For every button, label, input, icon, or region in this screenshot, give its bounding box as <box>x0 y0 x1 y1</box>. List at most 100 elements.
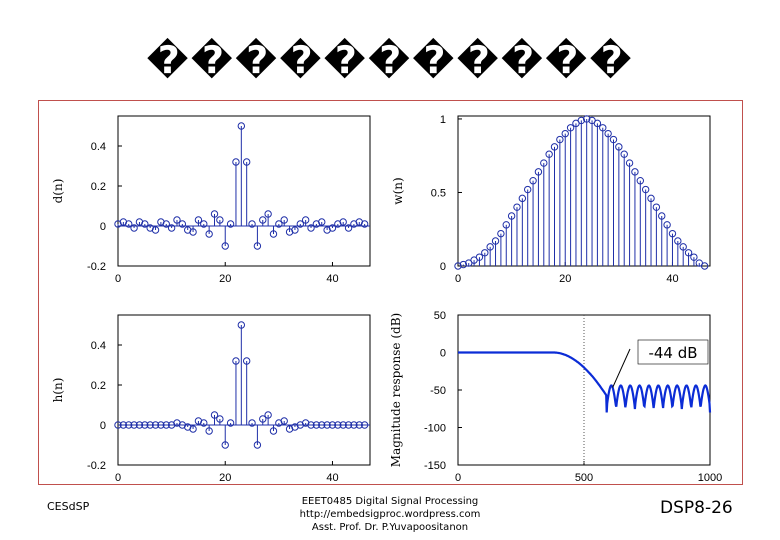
stem-marker <box>690 253 698 261</box>
stem-marker <box>269 427 278 435</box>
stem-marker <box>609 135 618 144</box>
stem-marker <box>119 421 128 429</box>
stem-marker <box>534 168 543 176</box>
axes-box <box>117 314 371 466</box>
stem-marker <box>545 150 553 158</box>
stem-marker <box>658 212 666 220</box>
axes-box <box>457 115 711 267</box>
x-tick-label: 20 <box>219 472 231 484</box>
stem-marker <box>550 143 559 151</box>
stem-marker <box>178 220 187 228</box>
x-tick-label: 500 <box>575 472 593 484</box>
stem-marker <box>615 143 623 151</box>
x-tick-label: 40 <box>326 273 338 285</box>
stem-marker <box>226 220 235 228</box>
stem-marker <box>216 216 224 224</box>
stem-marker <box>194 216 203 224</box>
stem-marker <box>114 421 122 429</box>
stem-marker <box>221 242 229 250</box>
footer-center: EEET0485 Digital Signal Processing http:… <box>250 495 530 534</box>
stem-marker <box>253 441 262 449</box>
stem-marker <box>242 158 251 166</box>
stem-marker <box>200 220 208 228</box>
stem-marker <box>264 210 272 218</box>
stem-marker <box>296 220 304 228</box>
y-tick-label: 0.4 <box>91 340 106 352</box>
footer-url: http://embedsigproc.wordpress.com <box>299 509 481 520</box>
stem-marker <box>566 124 575 132</box>
stem-marker <box>237 122 246 130</box>
y-tick-label: 0 <box>440 261 446 273</box>
stem-marker <box>674 237 682 245</box>
stem-marker <box>318 218 326 226</box>
stem-marker <box>232 158 240 166</box>
stem-marker <box>162 220 170 228</box>
stem-marker <box>339 421 347 429</box>
stem-marker <box>641 185 650 194</box>
stem-marker <box>684 249 693 257</box>
y-tick-label: 0.5 <box>431 187 446 199</box>
x-tick-label: 0 <box>115 472 121 484</box>
stem-marker <box>205 427 213 435</box>
stem-marker <box>529 177 537 185</box>
stem-marker <box>130 421 138 429</box>
stem-marker <box>167 224 176 232</box>
stem-marker <box>599 124 607 132</box>
y-axis-label: h(n) <box>51 378 65 403</box>
stem-marker <box>125 421 133 429</box>
stem-marker <box>620 150 628 158</box>
magnitude-curve <box>458 351 712 413</box>
annotation-box <box>637 339 709 365</box>
stem-marker <box>248 220 256 228</box>
stem-marker <box>189 425 197 433</box>
stem-marker <box>280 216 288 224</box>
stem-marker <box>679 243 687 251</box>
chart-3 <box>457 314 712 466</box>
stem-marker <box>237 321 246 329</box>
stem-marker <box>350 421 358 429</box>
stem-marker <box>141 220 149 228</box>
y-tick-label: -50 <box>430 385 446 397</box>
stem-marker <box>189 228 197 236</box>
y-tick-label: -0.2 <box>87 460 106 472</box>
x-tick-label: 0 <box>455 273 461 285</box>
stem-marker <box>242 357 251 365</box>
x-tick-label: 40 <box>326 472 338 484</box>
stem-marker <box>269 230 278 238</box>
stem-marker <box>135 421 144 429</box>
stem-marker <box>524 185 532 194</box>
y-tick-label: 0 <box>100 420 106 432</box>
stem-marker <box>636 177 644 185</box>
x-tick-label: 20 <box>559 273 571 285</box>
stem-marker <box>259 216 267 224</box>
axes-box <box>117 115 371 267</box>
stem-marker <box>360 421 369 429</box>
stem-marker <box>625 159 634 167</box>
chart-1 <box>454 115 711 270</box>
stem-marker <box>232 357 240 365</box>
stem-marker <box>146 421 154 429</box>
x-tick-label: 1000 <box>698 472 722 484</box>
stem-marker <box>291 226 299 234</box>
stem-marker <box>307 224 315 232</box>
stem-marker <box>518 194 527 203</box>
stem-marker <box>221 441 229 449</box>
stem-marker <box>226 419 235 427</box>
stem-marker <box>141 421 149 429</box>
stem-marker <box>652 203 661 211</box>
stem-marker <box>210 411 219 419</box>
y-axis-label: w(n) <box>391 177 405 204</box>
stem-marker <box>334 421 342 429</box>
stem-marker <box>280 417 288 425</box>
stem-marker <box>344 224 353 232</box>
figure-frame <box>38 100 743 485</box>
stem-marker <box>593 119 602 128</box>
chart-2 <box>114 314 371 466</box>
stem-marker <box>604 129 612 138</box>
y-tick-label: -0.2 <box>87 261 106 273</box>
stem-marker <box>360 220 369 228</box>
stem-marker <box>486 243 494 251</box>
y-tick-label: -100 <box>424 423 446 435</box>
stem-marker <box>339 218 347 226</box>
stem-marker <box>513 203 521 211</box>
